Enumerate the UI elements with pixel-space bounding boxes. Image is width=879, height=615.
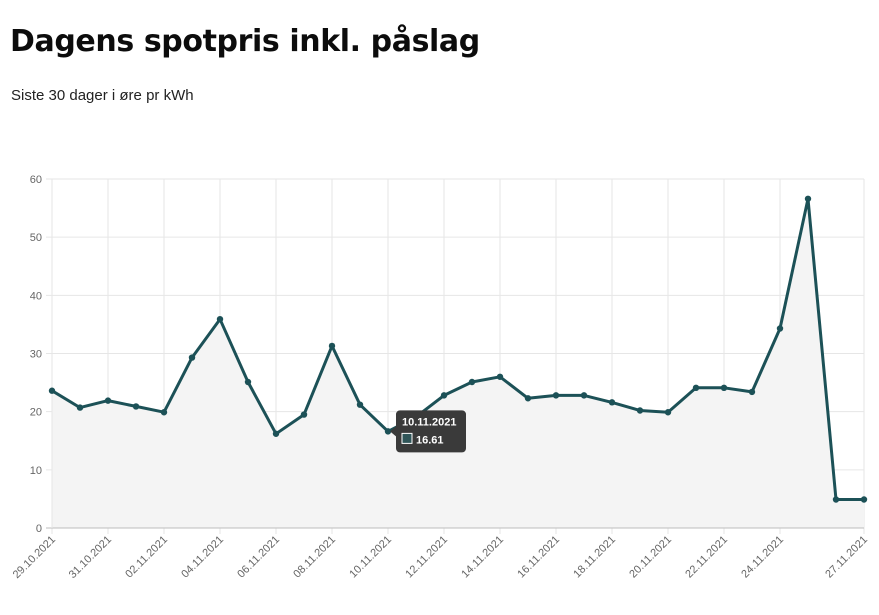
tooltip-box <box>396 410 466 453</box>
data-point[interactable] <box>860 496 868 503</box>
data-point[interactable] <box>608 399 616 406</box>
series-path <box>51 197 864 501</box>
x-tick-label: 20.11.2021 <box>627 534 674 581</box>
data-point[interactable] <box>720 384 728 392</box>
tooltip-pointer <box>390 426 396 437</box>
data-point[interactable] <box>496 373 504 380</box>
y-axis-ticks: 0 10 20 30 40 50 60 <box>30 174 42 535</box>
tooltip: 10.11.2021 16.61 <box>390 410 466 453</box>
x-tick-label: 16.11.2021 <box>515 534 562 581</box>
y-tick-label: 30 <box>30 349 42 361</box>
data-point[interactable] <box>132 403 140 410</box>
x-tick-label: 06.11.2021 <box>235 534 282 581</box>
tooltip-value: 16.61 <box>416 434 444 446</box>
data-point[interactable] <box>48 387 56 394</box>
x-tick-label: 29.10.2021 <box>11 534 58 581</box>
data-point[interactable] <box>160 409 168 416</box>
x-tick-label: 04.11.2021 <box>179 534 226 581</box>
data-point[interactable] <box>76 404 84 411</box>
x-tick-label: 14.11.2021 <box>459 534 506 581</box>
x-tick-label: 24.11.2021 <box>739 534 786 581</box>
tooltip-title: 10.11.2021 <box>402 416 456 428</box>
area-fill <box>52 198 864 529</box>
y-tick-label: 0 <box>36 523 42 535</box>
y-tick-label: 40 <box>30 290 42 302</box>
y-tick-label: 20 <box>30 407 42 419</box>
tooltip-swatch <box>401 432 413 444</box>
x-tick-label: 10.11.2021 <box>347 534 394 581</box>
data-point[interactable] <box>636 407 644 414</box>
x-tick-label: 08.11.2021 <box>291 534 338 581</box>
data-point[interactable] <box>104 397 112 404</box>
y-tick-label: 50 <box>30 232 42 244</box>
series-area <box>52 198 864 529</box>
data-point[interactable] <box>804 195 812 202</box>
data-point[interactable] <box>188 354 196 361</box>
x-axis-ticks: 29.10.2021 31.10.2021 02.11.2021 04.11.2021… <box>11 534 870 581</box>
x-tick-label: 27.11.2021 <box>823 534 870 581</box>
data-point[interactable] <box>244 378 252 386</box>
data-point[interactable] <box>384 428 392 435</box>
series-line <box>51 197 864 501</box>
data-point[interactable] <box>692 384 700 392</box>
x-tick-label: 31.10.2021 <box>67 534 114 581</box>
x-tick-label: 12.11.2021 <box>403 534 450 581</box>
data-point[interactable] <box>356 401 364 408</box>
data-point[interactable] <box>748 388 756 396</box>
x-tick-label: 18.11.2021 <box>571 534 618 581</box>
data-point[interactable] <box>216 315 224 323</box>
data-point[interactable] <box>776 325 784 332</box>
data-point[interactable] <box>300 411 308 418</box>
data-point[interactable] <box>440 392 448 399</box>
x-tick-label: 02.11.2021 <box>123 534 170 581</box>
x-tick-label: 22.11.2021 <box>683 534 730 581</box>
y-tick-label: 60 <box>30 174 42 186</box>
y-tick-label: 10 <box>30 465 42 477</box>
data-point[interactable] <box>468 378 476 386</box>
data-point[interactable] <box>328 342 336 350</box>
data-point[interactable] <box>664 409 672 416</box>
data-point[interactable] <box>552 392 560 399</box>
axes <box>46 179 864 529</box>
data-point[interactable] <box>272 430 280 437</box>
page-subtitle: Siste 30 dager i øre pr kWh <box>11 87 194 104</box>
data-point[interactable] <box>524 395 532 402</box>
page-title: Dagens spotpris inkl. påslag <box>10 24 480 59</box>
data-point[interactable] <box>580 392 588 399</box>
data-point[interactable] <box>832 496 840 503</box>
